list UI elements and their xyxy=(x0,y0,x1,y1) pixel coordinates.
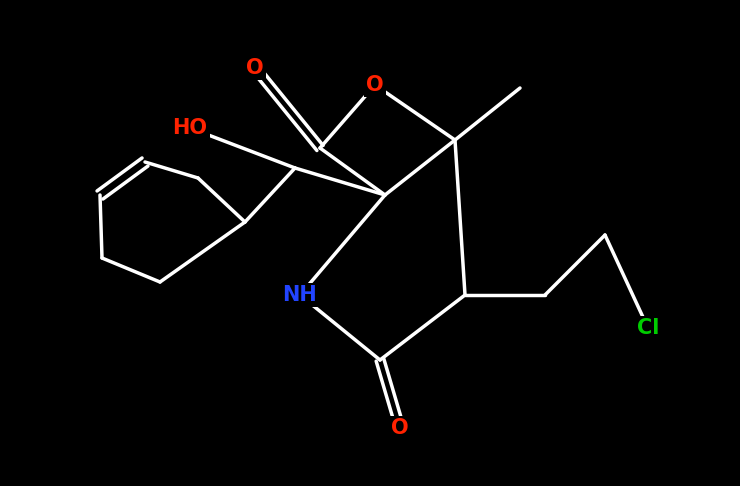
Text: O: O xyxy=(366,75,384,95)
Text: NH: NH xyxy=(283,285,317,305)
Text: O: O xyxy=(391,418,408,438)
Text: HO: HO xyxy=(172,118,207,138)
Text: O: O xyxy=(246,58,264,78)
Text: Cl: Cl xyxy=(637,318,659,338)
